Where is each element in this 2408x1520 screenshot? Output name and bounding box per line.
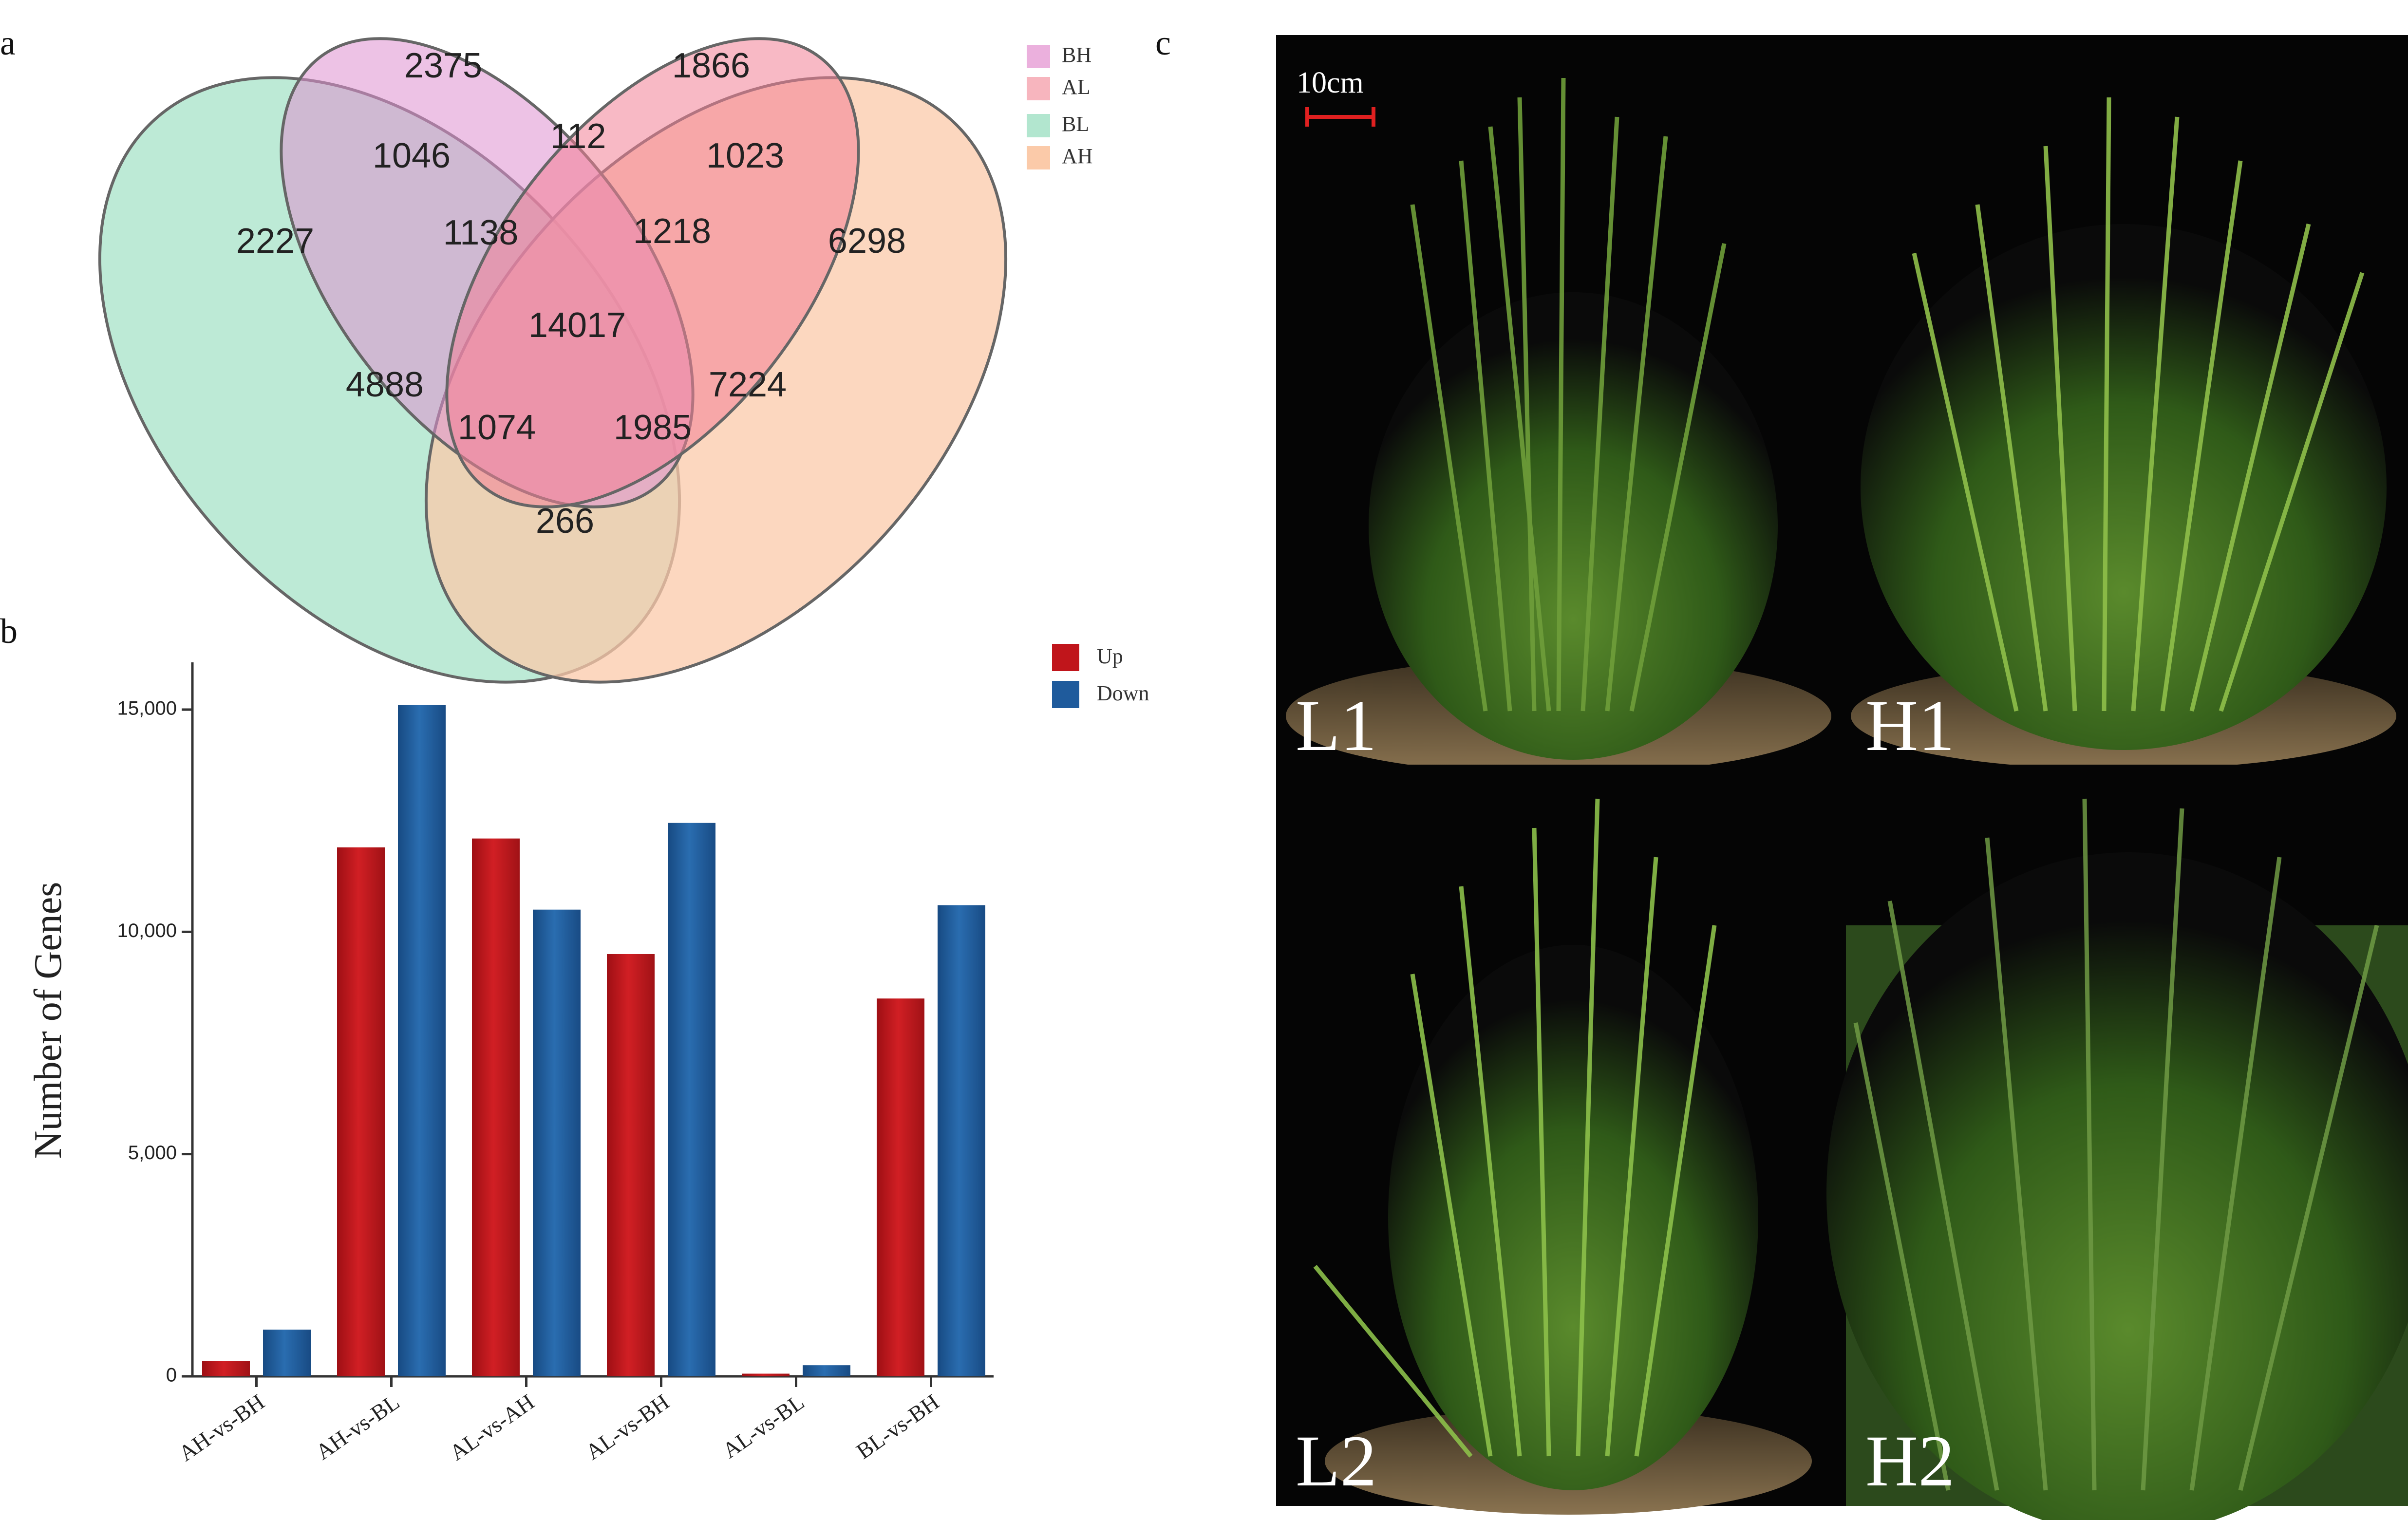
photo-label-l1: L1 [1296, 685, 1377, 766]
bar-down-ah-vs-bh [263, 1330, 311, 1376]
legend-swatch-ah [1027, 146, 1050, 169]
venn-count-bl-bh: 1046 [373, 136, 451, 175]
y-ticks: 0 5,000 10,000 15,000 [117, 698, 192, 1386]
legend-swatch-bh [1027, 45, 1050, 68]
legend-swatch-up [1052, 644, 1079, 671]
x-category-label: AL-vs-BL [718, 1389, 809, 1463]
scale-bar-label: 10cm [1297, 66, 1364, 99]
panel-label-a: a [0, 23, 16, 62]
bar-up-al-vs-bh [607, 954, 655, 1376]
bar-chart: Number of Genes 0 5,000 10,000 15,000 AH-vs… [27, 644, 1149, 1466]
panel-label-b: b [0, 612, 18, 651]
bar-down-al-vs-bl [803, 1365, 850, 1376]
photo-h2: H2 [1826, 765, 2408, 1520]
photo-label-h2: H2 [1865, 1421, 1955, 1501]
bar-up-al-vs-ah [472, 838, 520, 1376]
venn-diagram: 2227 2375 1866 6298 1046 112 1023 1138 1… [98, 37, 1008, 684]
bar-down-al-vs-bh [668, 823, 715, 1376]
legend-swatch-bl [1027, 114, 1050, 137]
y-tick-label: 0 [166, 1365, 177, 1386]
bar-up-bl-vs-bh [877, 998, 924, 1376]
legend-label-ah: AH [1062, 144, 1093, 168]
venn-count-bl-bh-ah: 1985 [614, 408, 692, 447]
bar-down-al-vs-ah [533, 909, 581, 1376]
bar-legend: Up Down [1052, 644, 1149, 708]
venn-count-bh-al: 112 [550, 117, 606, 156]
venn-legend: BH AL BL AH [1027, 43, 1093, 169]
venn-count-al-only: 1866 [672, 46, 750, 85]
y-tick-label: 5,000 [128, 1142, 177, 1163]
venn-count-bl-al-ah: 1074 [458, 408, 536, 447]
photo-l2: L2 [1276, 765, 1846, 1515]
venn-count-bl-ah: 266 [536, 502, 594, 541]
x-category-label: AL-vs-AH [445, 1389, 539, 1465]
venn-count-bl-only: 2227 [236, 222, 314, 261]
bar-up-ah-vs-bl [337, 847, 385, 1376]
bar-up-ah-vs-bh [202, 1361, 250, 1376]
photo-l1: L1 [1276, 35, 1846, 774]
legend-label-al: AL [1062, 75, 1091, 99]
venn-count-bh-ah: 7224 [709, 365, 787, 404]
venn-count-ah-only: 6298 [828, 222, 906, 261]
legend-swatch-down [1052, 681, 1079, 708]
bars [202, 705, 985, 1376]
legend-swatch-al [1027, 77, 1050, 100]
bar-down-ah-vs-bl [398, 705, 446, 1376]
x-category-label: AH-vs-BH [174, 1389, 269, 1466]
legend-label-bl: BL [1062, 112, 1089, 136]
venn-count-bh-only: 2375 [404, 46, 482, 85]
legend-label-down: Down [1097, 681, 1149, 705]
x-category-label: AH-vs-BL [311, 1389, 404, 1464]
x-category-labels: AH-vs-BH AH-vs-BL AL-vs-AH AL-vs-BH AL-vs-BL… [174, 1376, 943, 1466]
venn-count-bl-bh-al: 1138 [443, 213, 519, 252]
photo-label-h1: H1 [1865, 685, 1955, 766]
scale-bar: 10cm [1297, 66, 1375, 127]
x-category-label: BL-vs-BH [852, 1389, 943, 1464]
legend-label-up: Up [1097, 644, 1123, 668]
venn-count-al-ah: 1023 [706, 136, 784, 175]
venn-count-bh-al-ah: 1218 [633, 212, 711, 251]
venn-count-bl-al: 4888 [346, 365, 424, 404]
legend-label-bh: BH [1062, 43, 1091, 67]
plant-photo-grid: L1 H1 L2 [1276, 35, 2408, 1520]
bar-up-al-vs-bl [742, 1373, 790, 1376]
x-category-label: AL-vs-BH [581, 1389, 674, 1464]
y-axis-title: Number of Genes [27, 882, 70, 1159]
y-tick-label: 15,000 [117, 698, 177, 719]
venn-set-al [445, 37, 860, 508]
venn-count-all: 14017 [528, 306, 626, 345]
photo-h1: H1 [1846, 35, 2408, 769]
bar-down-bl-vs-bh [938, 905, 985, 1376]
photo-label-l2: L2 [1296, 1421, 1377, 1501]
panel-label-c: c [1155, 23, 1171, 62]
y-tick-label: 10,000 [117, 920, 177, 941]
